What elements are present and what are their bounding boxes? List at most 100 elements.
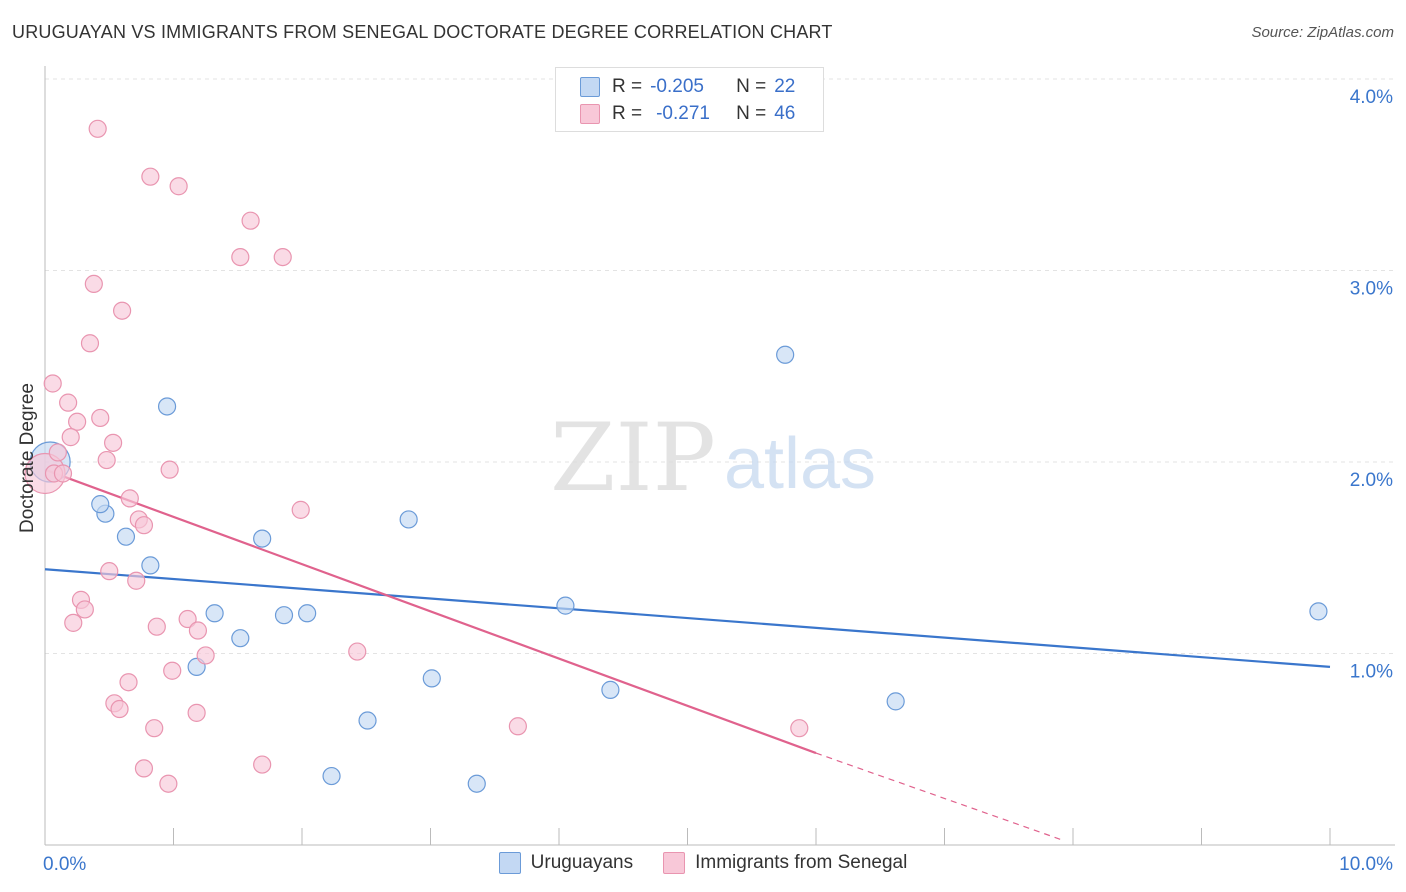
point-uruguayans	[91, 495, 110, 514]
point-uruguayans	[556, 596, 575, 615]
legend-swatch-pink	[580, 104, 600, 124]
point-senegal	[159, 774, 178, 793]
legend-n-label: N =	[736, 103, 767, 124]
point-senegal	[53, 464, 73, 483]
legend-row-uruguayans: R = -0.205 N = 22	[580, 74, 795, 100]
point-uruguayans	[205, 604, 224, 623]
point-senegal	[291, 500, 310, 519]
legend-n-label: N =	[736, 76, 767, 97]
source-label: Source: ZipAtlas.com	[1251, 24, 1394, 41]
y-axis-title: Doctorate Degree	[17, 383, 38, 533]
series-swatch-blue	[498, 852, 521, 874]
point-uruguayans	[298, 604, 317, 623]
point-senegal	[80, 334, 100, 353]
point-uruguayans	[467, 774, 486, 793]
y-tick-label: 3.0%	[1350, 279, 1393, 300]
point-senegal	[120, 489, 139, 508]
legend-r-label: R =	[612, 103, 643, 124]
point-senegal	[91, 408, 110, 428]
legend-r-value: -0.271	[656, 103, 710, 124]
series-legend-uruguayans[interactable]: Uruguayans	[498, 852, 634, 874]
point-senegal	[134, 516, 154, 535]
point-senegal	[43, 374, 62, 393]
point-uruguayans	[141, 556, 160, 575]
point-senegal	[64, 613, 83, 632]
point-uruguayans	[253, 529, 272, 548]
watermark-zip: ZIP	[550, 404, 716, 513]
point-senegal	[59, 393, 78, 412]
point-senegal	[160, 460, 179, 479]
trendline-senegal-extension	[815, 752, 1061, 840]
point-senegal	[147, 617, 166, 636]
x-tick-label-max: 10.0%	[1339, 854, 1393, 875]
point-uruguayans	[358, 711, 377, 730]
legend-n-value: 22	[774, 76, 796, 97]
point-senegal	[68, 412, 87, 431]
point-senegal	[508, 717, 527, 736]
point-senegal	[97, 450, 116, 470]
point-senegal	[187, 703, 206, 722]
point-uruguayans	[274, 606, 294, 625]
y-tick-label: 4.0%	[1350, 87, 1393, 108]
point-senegal	[188, 621, 208, 640]
series-legend-label: Immigrants from Senegal	[695, 852, 908, 873]
series-legend: Uruguayans Immigrants from Senegal	[0, 852, 1406, 874]
series-legend-senegal[interactable]: Immigrants from Senegal	[663, 852, 907, 874]
trendlines	[44, 468, 1331, 840]
trendline-senegal	[44, 468, 817, 755]
point-senegal	[196, 646, 215, 665]
point-uruguayans	[157, 397, 177, 416]
point-senegal	[104, 433, 123, 452]
data-points	[24, 119, 1328, 793]
axes	[44, 66, 1395, 846]
point-senegal	[119, 673, 138, 692]
legend-n-value: 46	[774, 103, 796, 124]
point-senegal	[110, 699, 129, 719]
watermark-atlas: atlas	[724, 424, 876, 504]
trendline-uruguayans	[44, 568, 1331, 669]
point-senegal	[112, 301, 132, 320]
point-senegal	[75, 600, 94, 619]
y-tick-label: 1.0%	[1350, 662, 1393, 683]
point-uruguayans	[422, 669, 441, 688]
point-senegal	[100, 562, 119, 581]
tick-labels: 1.0% 2.0% 3.0% 4.0% 0.0% 10.0% Doctorate Degre…	[17, 87, 1393, 875]
point-uruguayans	[776, 345, 795, 364]
point-uruguayans	[886, 692, 905, 711]
point-uruguayans	[1309, 602, 1328, 621]
series-legend-label: Uruguayans	[530, 852, 634, 873]
legend-row-senegal: R = -0.271 N = 46	[580, 101, 795, 127]
point-senegal	[241, 211, 260, 230]
correlation-legend: R = -0.205 N = 22 R = -0.271 N = 46	[555, 67, 824, 132]
point-uruguayans	[322, 766, 341, 786]
point-uruguayans	[116, 527, 136, 546]
point-senegal	[145, 719, 164, 738]
point-senegal	[84, 274, 103, 294]
point-senegal	[348, 642, 367, 661]
point-senegal	[169, 177, 188, 196]
point-uruguayans	[601, 680, 620, 699]
point-senegal	[127, 571, 146, 590]
y-tick-label: 2.0%	[1350, 470, 1393, 491]
point-senegal	[178, 609, 197, 629]
point-senegal	[253, 755, 272, 774]
point-senegal	[134, 759, 154, 778]
point-senegal	[88, 119, 107, 138]
point-senegal	[231, 247, 250, 267]
series-swatch-pink	[663, 852, 686, 874]
gridlines	[45, 78, 1395, 654]
x-tick-label-min: 0.0%	[43, 854, 86, 875]
point-senegal	[163, 661, 182, 680]
watermark: ZIP atlas	[550, 404, 876, 513]
legend-r-label: R =	[612, 76, 643, 97]
point-senegal	[273, 247, 292, 267]
point-senegal	[141, 167, 160, 186]
point-uruguayans	[399, 510, 418, 529]
chart-title: URUGUAYAN VS IMMIGRANTS FROM SENEGAL DOC…	[12, 22, 833, 42]
point-uruguayans	[231, 629, 250, 648]
legend-swatch-blue	[580, 77, 600, 97]
point-senegal	[790, 719, 809, 738]
legend-r-value: -0.205	[650, 76, 704, 97]
point-senegal	[48, 443, 67, 462]
